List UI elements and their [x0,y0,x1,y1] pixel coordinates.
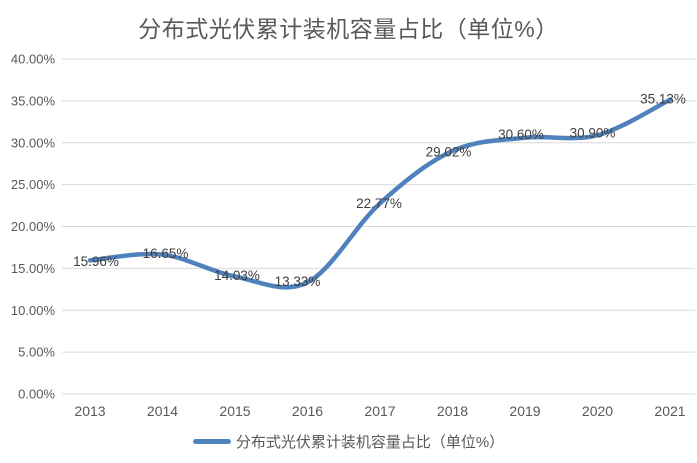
y-axis-tick-label: 10.00% [11,303,56,318]
data-label: 29.02% [426,144,472,159]
x-axis-tick-label: 2019 [509,403,540,419]
y-axis-tick-label: 15.00% [11,261,56,276]
legend-label: 分布式光伏累计装机容量占比（单位%） [235,433,505,451]
y-axis-tick-label: 0.00% [18,387,55,402]
y-axis-tick-label: 25.00% [11,177,56,192]
x-axis-tick-label: 2013 [74,403,105,419]
y-axis-tick-label: 20.00% [11,219,56,234]
x-axis-tick-label: 2021 [654,403,685,419]
legend-line-swatch [192,438,231,444]
x-axis-tick-label: 2020 [582,403,613,419]
series-line [87,97,673,290]
y-axis-tick-label: 5.00% [18,345,55,360]
chart-title: 分布式光伏累计装机容量占比（单位%） [138,16,559,42]
y-axis-tick-label: 40.00% [11,52,56,67]
data-label: 16.65% [143,246,189,261]
data-label: 22.77% [356,196,402,211]
y-axis-tick-label: 30.00% [11,135,56,150]
legend: 分布式光伏累计装机容量占比（单位%） [0,430,697,452]
x-axis-tick-label: 2014 [147,403,178,419]
x-axis-tick-label: 2018 [437,403,468,419]
data-label: 30.60% [498,127,544,142]
data-label: 13.33% [275,274,321,289]
y-axis-tick-label: 35.00% [11,93,56,108]
x-axis-tick-label: 2015 [219,403,250,419]
data-label: 14.03% [214,268,260,283]
x-axis-tick-label: 2016 [292,403,323,419]
data-label: 30.90% [570,126,616,141]
data-label: 35.13% [640,91,686,106]
data-label: 15.96% [73,254,119,269]
x-axis-tick-label: 2017 [364,403,395,419]
